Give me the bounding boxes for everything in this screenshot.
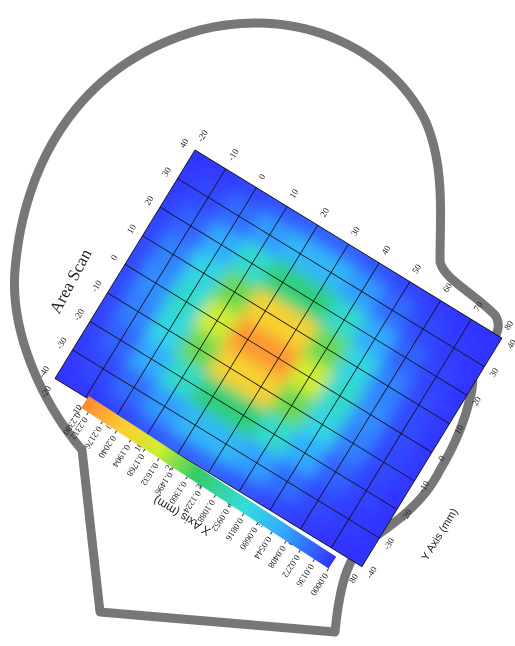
x-tick-label: 10 (287, 187, 300, 200)
colorbar-tick (79, 407, 82, 411)
grid-line (89, 321, 398, 510)
y-tick-label: -40 (364, 564, 379, 580)
y-tick-label: -30 (381, 536, 396, 552)
colorbar-tick (86, 412, 89, 416)
y-tick-label: -10 (89, 278, 104, 294)
grid-line (194, 149, 503, 339)
colorbar-tick (185, 476, 188, 480)
x-tick-label: 0 (257, 172, 268, 181)
colorbar-tick (213, 494, 216, 498)
colorbar-tick (269, 531, 273, 535)
grid-line (142, 235, 450, 425)
y-tick-label: -30 (54, 335, 69, 351)
colorbar-tick (171, 467, 174, 471)
heatmap-cells (54, 150, 502, 567)
grid-line (124, 263, 433, 453)
grid-line (177, 178, 485, 368)
x-tick-label: 40 (379, 243, 392, 256)
plot-area: -20-20-10-100010102020303040405050606070… (37, 128, 515, 585)
colorbar-tick (312, 559, 315, 563)
y-tick-label: 30 (487, 366, 500, 379)
grid-line (72, 349, 380, 539)
colorbar-gradient (81, 396, 337, 569)
colorbar-tick (298, 549, 301, 553)
y-tick-label: 10 (125, 222, 138, 235)
colorbar-tick (128, 439, 132, 443)
heatmap (54, 150, 502, 567)
y-tick-label: -20 (72, 306, 87, 322)
y-tick-label: 20 (142, 193, 155, 206)
colorbar-tick (255, 522, 259, 526)
x-tick-label: -10 (226, 147, 241, 163)
x-tick-label: 30 (349, 224, 362, 237)
chart-title: Area Scan (46, 245, 96, 316)
y-tick-label: 30 (160, 165, 173, 178)
colorbar-tick (114, 430, 117, 434)
x-tick-label: 20 (318, 206, 331, 219)
y-tick-label: 0 (436, 453, 447, 462)
x-tick-label: -20 (195, 128, 210, 144)
x-tick-label: 50 (410, 262, 423, 275)
y-tick-label: 0 (109, 253, 120, 262)
colorbar-tick (156, 458, 160, 462)
colorbar-tick (199, 485, 202, 489)
y-tick-label: 40 (505, 337, 515, 350)
grid-line (159, 206, 468, 396)
y-tick-label: 40 (177, 136, 190, 149)
y-axis-label: Y Axis (mm) (419, 506, 460, 563)
colorbar-tick (142, 448, 146, 452)
x-tick-label: 80 (502, 318, 515, 331)
colorbar-tick (227, 503, 231, 508)
colorbar-tick (241, 513, 245, 517)
head-outline (9, 18, 503, 637)
colorbar-tick (100, 421, 103, 425)
colorbar-tick (284, 540, 287, 544)
colorbar-tick (326, 568, 330, 572)
grid-line (107, 292, 415, 482)
